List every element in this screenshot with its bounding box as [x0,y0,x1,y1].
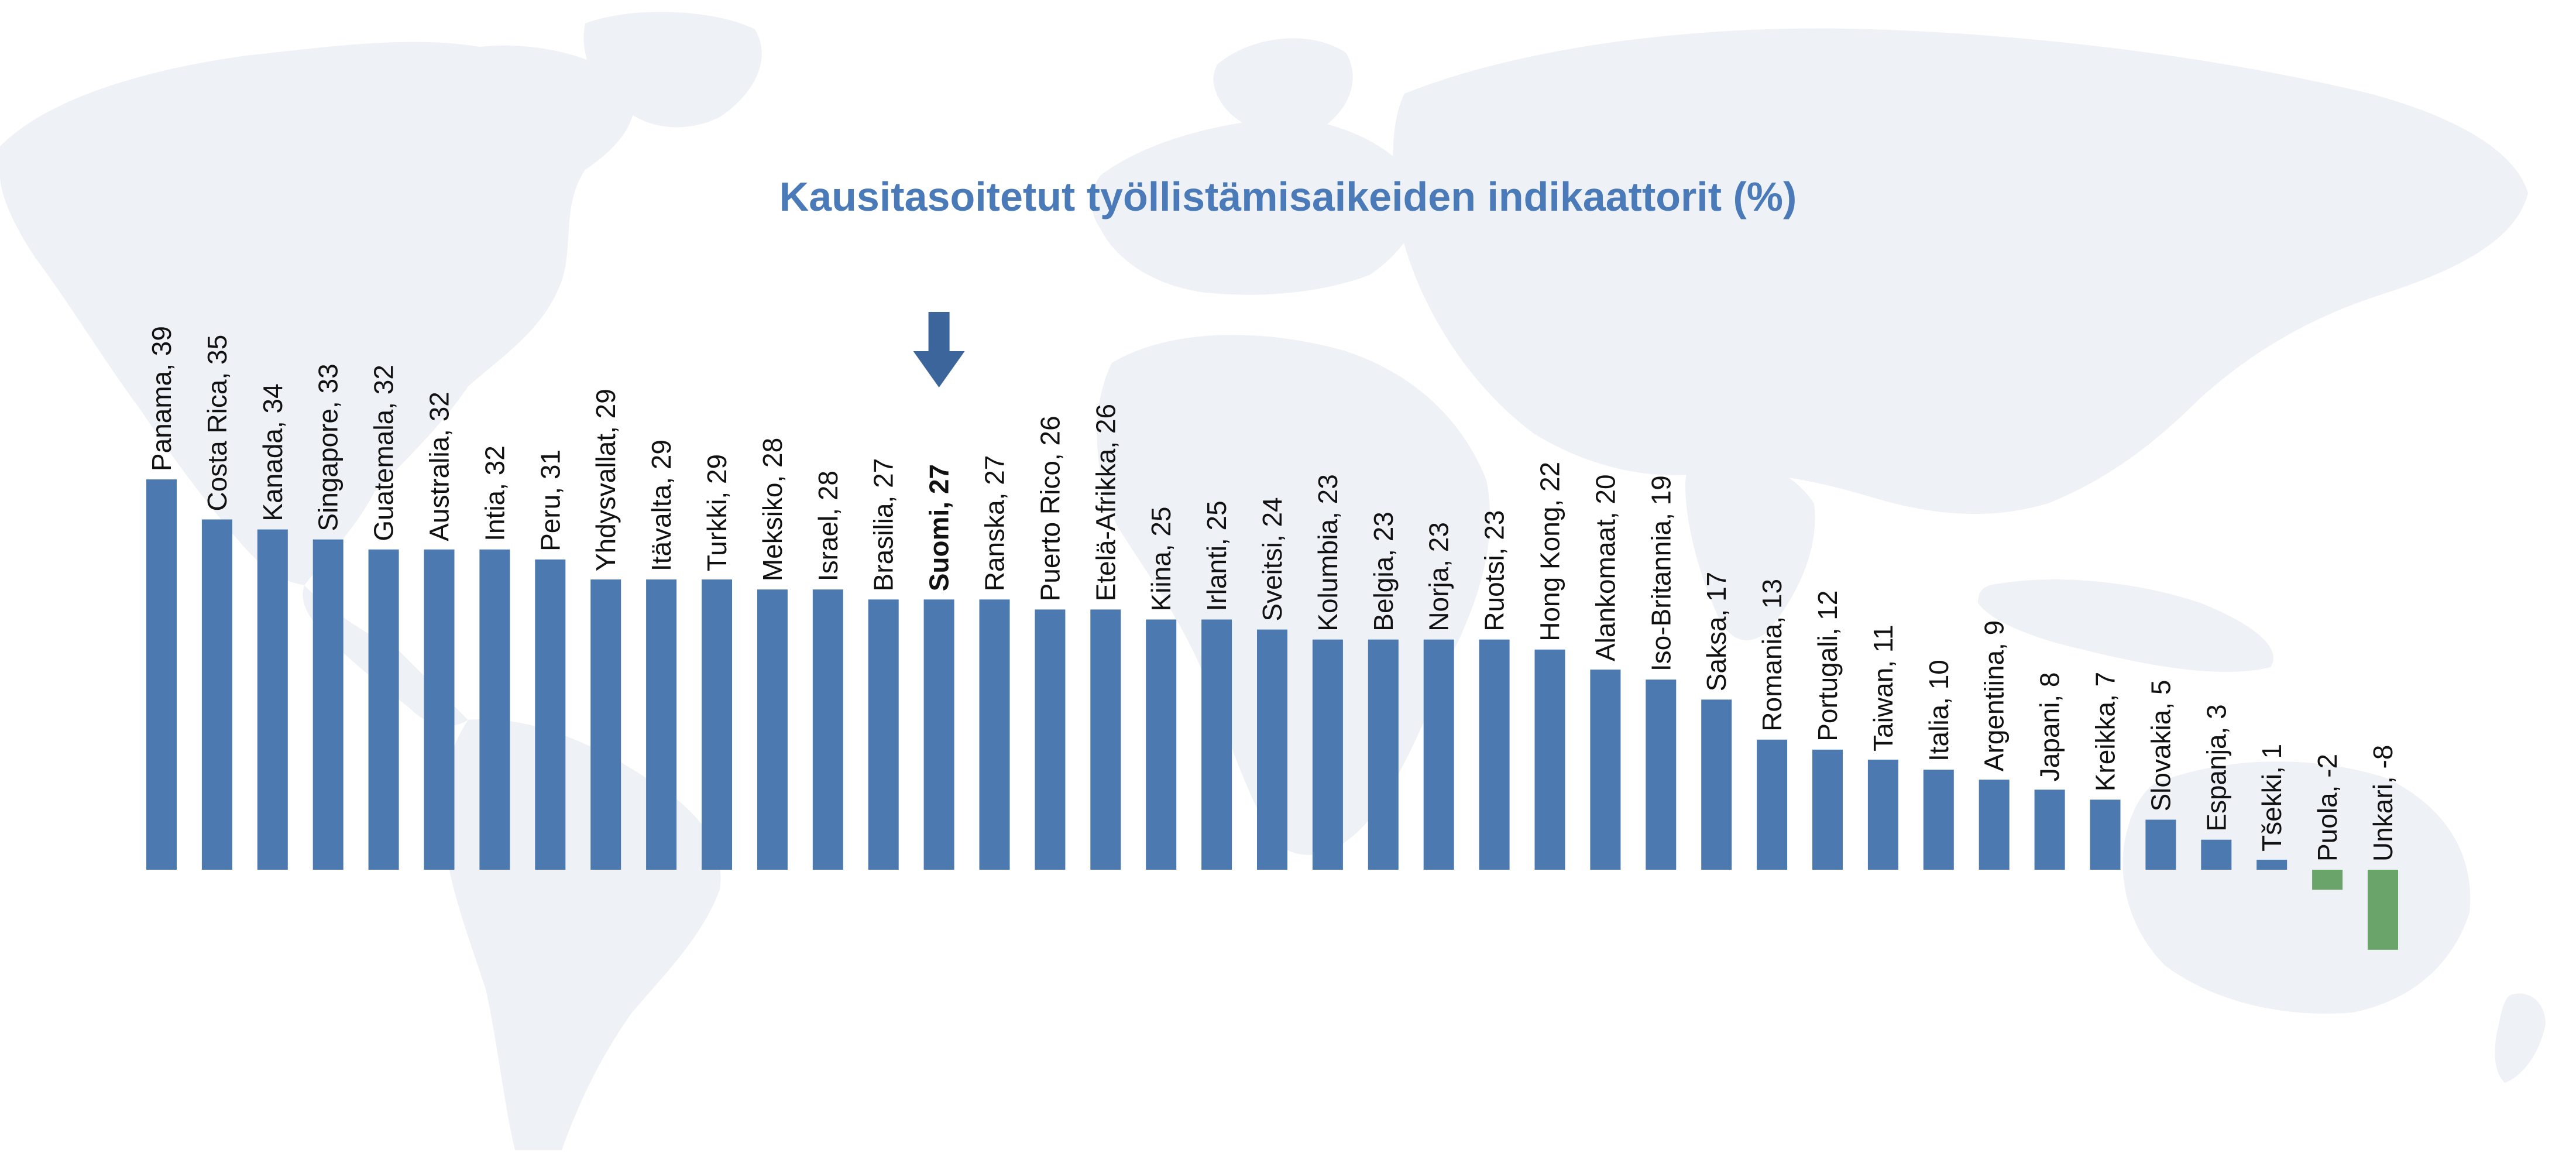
bar-label: Kolumbia, 23 [1313,474,1343,632]
bar-label: Singapore, 33 [313,363,344,531]
bar-kiina [1146,619,1177,870]
bar-label: Belgia, 23 [1368,512,1399,632]
bar-norja [1423,639,1454,870]
bar-alankomaat [1590,670,1621,870]
bar-label: Tšekki, 1 [2256,744,2287,852]
bar-espanja [2201,839,2232,870]
bar-label: Taiwan, 11 [1868,624,1898,751]
bar-label: Sveitsi, 24 [1257,497,1287,621]
bar-irlanti [1201,619,1232,870]
bar-label: Japani, 8 [2035,672,2065,781]
bar-panama [146,479,177,870]
bar-australia [424,549,455,870]
bar-label: Israel, 28 [813,471,843,581]
bar-label: Kiina, 25 [1146,506,1176,611]
chart-title: Kausitasoitetut työllistämisaikeiden ind… [779,174,1797,219]
bar-label: Puola, -2 [2312,754,2343,862]
bar-label: Romania, 13 [1757,579,1787,732]
bar-label: Puerto Rico, 26 [1035,416,1065,601]
bar-label: Itävalta, 29 [646,440,676,571]
bar-label: Costa Rica, 35 [202,335,232,512]
bar-ruotsi [1479,639,1510,870]
bar-turkki [702,579,732,870]
bar-iso-britannia [1646,680,1677,870]
bar-argentiina [1979,780,2010,870]
bar-label: Portugali, 12 [1812,591,1843,742]
bar-slovakia [2145,819,2176,870]
bar-italia [1923,770,1954,870]
bar-singapore [312,539,344,870]
bar-label: Saksa, 17 [1701,572,1732,692]
bar-label: Hong Kong, 22 [1535,462,1565,641]
bar-label: Unkari, -8 [2368,745,2398,862]
bar-kolumbia [1312,639,1343,870]
bar-unkari [2368,870,2398,950]
bar-label: Guatemala, 32 [369,365,399,541]
bar-label: Turkki, 29 [702,454,732,571]
bar-label: Ranska, 27 [980,455,1010,592]
bar-costa-rica [201,519,232,870]
bar-kanada [257,529,288,870]
bar-label: Italia, 10 [1924,660,1954,761]
bar-label: Norja, 23 [1424,522,1454,632]
bar-meksiko [757,589,788,870]
bar-label: Irlanti, 25 [1201,500,1232,611]
bar-peru [535,559,566,870]
bar-belgia [1368,639,1399,870]
bar-israel [812,589,843,870]
bar-label: Etelä-Afrikka, 26 [1090,404,1121,601]
bar-puola [2312,870,2343,890]
bar-sveitsi [1257,629,1287,870]
bar-romania [1757,739,1788,870]
bar-label: Kanada, 34 [257,383,288,521]
bar-label: Australia, 32 [424,392,455,541]
bar-label: Ruotsi, 23 [1479,510,1510,632]
bar-label: Brasilia, 27 [868,458,899,592]
bar-taiwan [1867,759,1898,870]
bar-japani [2034,790,2065,870]
bar-brasilia [868,599,899,870]
arrow-head [913,351,965,387]
bar-suomi [923,599,954,870]
bar-label: Kreikka, 7 [2090,672,2121,792]
bar-yhdysvallat [590,579,621,870]
bar-kreikka [2090,799,2121,870]
bar-portugali [1812,749,1843,870]
highlight-arrow-icon [913,312,965,387]
bar-tšekki [2256,859,2288,870]
bar-label: Slovakia, 5 [2145,680,2176,811]
bar-label: Iso-Britannia, 19 [1646,475,1676,671]
bar-label: Argentiina, 9 [1979,620,2010,771]
bar-guatemala [368,549,399,870]
bar-label: Peru, 31 [535,449,565,551]
bar-hong-kong [1534,649,1565,870]
bar-ranska [979,599,1010,870]
bar-intia [479,549,510,870]
bar-label: Espanja, 3 [2201,704,2231,831]
bar-series [146,479,2398,950]
arrow-shaft [928,312,950,353]
bar-saksa [1701,699,1732,870]
bar-itävalta [646,579,677,870]
bar-label: Meksiko, 28 [757,438,788,581]
bar-label: Panama, 39 [146,326,177,471]
bar-label: Suomi, 27 [924,464,954,591]
bar-labels: Panama, 39 Costa Rica, 35 Kanada, 34 Singap… [146,326,2398,862]
bar-etelä-afrikka [1090,609,1121,870]
bar-label: Intia, 32 [479,445,510,541]
bar-label: Alankomaat, 20 [1590,474,1620,661]
bar-label: Yhdysvallat, 29 [590,389,621,571]
bar-puerto-rico [1035,609,1066,870]
